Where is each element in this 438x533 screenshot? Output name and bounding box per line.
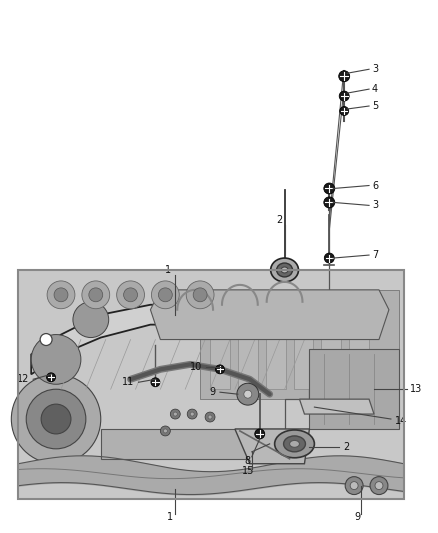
Circle shape — [237, 383, 259, 405]
Text: 6: 6 — [372, 181, 378, 190]
Ellipse shape — [271, 258, 298, 282]
Circle shape — [54, 288, 68, 302]
Circle shape — [340, 107, 349, 116]
Polygon shape — [266, 295, 286, 389]
Text: 3: 3 — [372, 64, 378, 74]
Circle shape — [152, 281, 179, 309]
Circle shape — [339, 71, 350, 82]
Polygon shape — [238, 295, 258, 389]
Circle shape — [89, 288, 103, 302]
Ellipse shape — [275, 430, 314, 458]
Circle shape — [190, 412, 194, 416]
Polygon shape — [309, 350, 399, 429]
Polygon shape — [18, 270, 404, 498]
Text: 2: 2 — [343, 442, 350, 452]
Text: 7: 7 — [372, 250, 378, 260]
Circle shape — [339, 91, 349, 101]
Circle shape — [375, 482, 383, 490]
Polygon shape — [200, 290, 399, 399]
Text: 9: 9 — [354, 512, 360, 522]
Circle shape — [117, 281, 145, 309]
Polygon shape — [150, 290, 389, 340]
Circle shape — [345, 477, 363, 495]
Circle shape — [11, 374, 101, 464]
Circle shape — [242, 320, 254, 332]
Ellipse shape — [281, 267, 288, 273]
Circle shape — [46, 373, 56, 382]
Text: 1: 1 — [165, 265, 171, 275]
Circle shape — [47, 281, 75, 309]
Circle shape — [119, 283, 142, 307]
Circle shape — [163, 429, 167, 433]
Text: 13: 13 — [410, 384, 422, 394]
Text: 9: 9 — [209, 387, 215, 397]
Text: 2: 2 — [276, 215, 283, 225]
Circle shape — [124, 288, 138, 302]
Text: 15: 15 — [242, 466, 254, 475]
Polygon shape — [293, 295, 314, 389]
Text: 4: 4 — [372, 84, 378, 94]
Ellipse shape — [283, 436, 305, 452]
Text: 5: 5 — [372, 101, 378, 111]
Circle shape — [370, 477, 388, 495]
Circle shape — [350, 482, 358, 490]
Circle shape — [187, 409, 197, 419]
Text: 10: 10 — [190, 362, 202, 373]
Circle shape — [324, 253, 334, 263]
Circle shape — [173, 412, 177, 416]
Circle shape — [186, 281, 214, 309]
Polygon shape — [300, 399, 374, 414]
Text: 8: 8 — [245, 456, 251, 466]
Circle shape — [73, 302, 109, 337]
Circle shape — [205, 412, 215, 422]
Circle shape — [170, 409, 180, 419]
Polygon shape — [262, 314, 329, 379]
Circle shape — [255, 429, 265, 439]
Circle shape — [208, 415, 212, 419]
Circle shape — [193, 288, 207, 302]
Circle shape — [324, 183, 335, 194]
Polygon shape — [235, 429, 309, 464]
Polygon shape — [18, 270, 404, 498]
Circle shape — [151, 378, 160, 387]
Polygon shape — [31, 305, 265, 374]
Polygon shape — [349, 295, 369, 389]
Circle shape — [82, 281, 110, 309]
Circle shape — [26, 389, 86, 449]
Text: 12: 12 — [17, 374, 29, 384]
Polygon shape — [101, 429, 300, 459]
Circle shape — [324, 197, 335, 208]
Text: 1: 1 — [167, 512, 173, 522]
Circle shape — [215, 365, 224, 374]
Polygon shape — [21, 300, 81, 379]
Circle shape — [159, 288, 172, 302]
Circle shape — [160, 426, 170, 436]
Ellipse shape — [277, 263, 293, 277]
Circle shape — [40, 334, 52, 345]
Text: 11: 11 — [122, 377, 134, 387]
Circle shape — [244, 390, 252, 398]
Circle shape — [41, 404, 71, 434]
Text: 3: 3 — [372, 200, 378, 211]
Polygon shape — [210, 295, 230, 389]
Ellipse shape — [290, 440, 300, 447]
Text: 14: 14 — [395, 416, 407, 426]
Circle shape — [31, 335, 81, 384]
Polygon shape — [321, 295, 341, 389]
Circle shape — [155, 309, 166, 321]
